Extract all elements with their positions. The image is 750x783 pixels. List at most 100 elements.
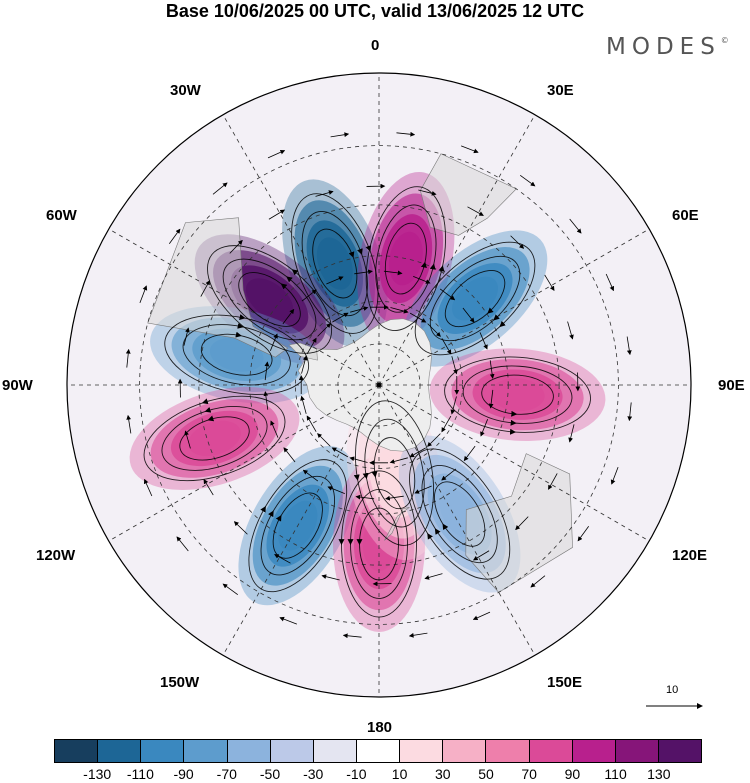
colorbar-tick-label: -10 (346, 766, 367, 782)
anomaly-weak-ridge-near-165e-ring-3 (377, 446, 412, 501)
streamlines (125, 131, 633, 639)
flow-arrow (355, 494, 375, 500)
lon-label-150w: 150W (160, 674, 200, 691)
flow-arrow (354, 269, 373, 275)
antarctic-peninsula (288, 342, 318, 361)
flow-arrow (441, 415, 452, 433)
logo-text: MODES (606, 34, 721, 60)
colorbar-swatch (614, 740, 658, 762)
flow-arrow (441, 338, 452, 355)
flow-arrow (567, 321, 574, 340)
colorbar-tick-label: -30 (303, 766, 324, 782)
new-zealand-land (384, 507, 410, 541)
lon-label-60w: 60W (46, 207, 77, 224)
flow-arrow (306, 415, 317, 432)
lon-label-60e: 60E (672, 207, 699, 224)
lon-label-90e: 90E (718, 377, 745, 394)
flow-arrow (427, 323, 441, 337)
lon-label-180: 180 (367, 719, 393, 736)
meridian-210 (222, 384, 380, 656)
flow-arrow (315, 190, 334, 197)
map-disc (67, 73, 691, 697)
flow-arrow (306, 337, 317, 355)
colorbar-tick-label: 50 (478, 766, 494, 782)
flow-arrow (427, 433, 441, 447)
antarctica-land (297, 318, 432, 452)
flow-arrow (439, 288, 456, 301)
anomaly-ridge-near-90e-ring-3 (490, 378, 545, 412)
flow-arrow (463, 445, 476, 462)
colorbar-tick-label: -130 (83, 766, 112, 782)
flow-arrow (408, 632, 428, 638)
colorbar-tick-label: -50 (259, 766, 281, 782)
flow-arrow (274, 554, 291, 564)
reference-vector-label: 10 (666, 684, 679, 696)
colorbar-swatch (485, 740, 529, 762)
colorbar-swatch (312, 740, 356, 762)
colorbar-tick-label: -110 (126, 766, 154, 782)
flow-arrow (268, 209, 286, 220)
colorbar-swatch (55, 740, 98, 762)
anomaly-ridge-near-105w-ring-3 (188, 420, 241, 457)
lon-label-90w: 90W (2, 377, 33, 394)
colorbar-swatch (97, 740, 141, 762)
flow-arrow (263, 391, 269, 410)
flow-arrow (332, 312, 349, 323)
colorbar-swatch (226, 740, 270, 762)
flow-arrow (450, 396, 457, 415)
colorbar-swatch (140, 740, 184, 762)
flow-arrow (184, 430, 191, 449)
anomaly-trough-near-45e-ring-3 (452, 276, 499, 321)
colorbar-tick-label: 10 (391, 766, 408, 782)
colorbar (54, 739, 702, 763)
flow-arrow (390, 307, 409, 314)
flow-arrow (317, 433, 331, 447)
meridian-240 (108, 384, 380, 542)
flow-arrow (396, 131, 416, 137)
colorbar-swatch (183, 740, 227, 762)
lat-lon-grid (67, 73, 691, 697)
flow-arrow (350, 306, 369, 313)
flow-arrow (126, 414, 132, 434)
flow-arrow (530, 575, 546, 588)
flow-arrow (176, 536, 189, 552)
flow-arrow (301, 355, 308, 374)
colorbar-swatch (528, 740, 572, 762)
flow-arrow (349, 456, 368, 463)
meridian-120 (378, 384, 650, 542)
flow-arrow (627, 402, 633, 422)
meridian-330 (222, 114, 380, 386)
flow-arrow (568, 424, 575, 443)
flow-arrow (317, 323, 331, 337)
flow-arrow (480, 419, 489, 437)
flow-arrow (279, 616, 298, 625)
colorbar-tick-label: 130 (647, 766, 671, 782)
flow-arrow (409, 312, 427, 323)
flow-arrow (424, 573, 443, 580)
flow-arrow (409, 447, 426, 458)
latitude-circle-30s (198, 204, 560, 566)
map-border (66, 72, 692, 698)
flow-arrow (125, 348, 131, 368)
flow-arrow (183, 327, 190, 346)
flow-arrow (229, 239, 243, 254)
flow-arrow (283, 447, 296, 463)
land-mask (147, 153, 573, 593)
logo-mark: © (720, 36, 729, 45)
lon-label-120e: 120E (672, 547, 708, 564)
flow-arrow (610, 466, 619, 485)
flow-arrow (212, 182, 228, 195)
flow-arrow (300, 395, 307, 414)
colorbar-ticks: -130 -110 -90 -70 -50 -30 -10 10 30 50 70 90 110 130 (54, 766, 702, 783)
flow-arrow (270, 420, 279, 438)
flow-arrow (203, 478, 214, 496)
flow-arrow (326, 276, 344, 285)
lon-label-30e: 30E (547, 82, 574, 99)
flow-arrow (330, 132, 350, 138)
map-title: Base 10/06/2025 00 UTC, valid 13/06/2025… (165, 1, 585, 21)
colorbar-tick-label: 70 (521, 766, 537, 782)
flow-arrow (383, 270, 403, 276)
colorbar-swatch (571, 740, 615, 762)
flow-arrow (418, 189, 437, 196)
flow-arrow (200, 280, 210, 297)
